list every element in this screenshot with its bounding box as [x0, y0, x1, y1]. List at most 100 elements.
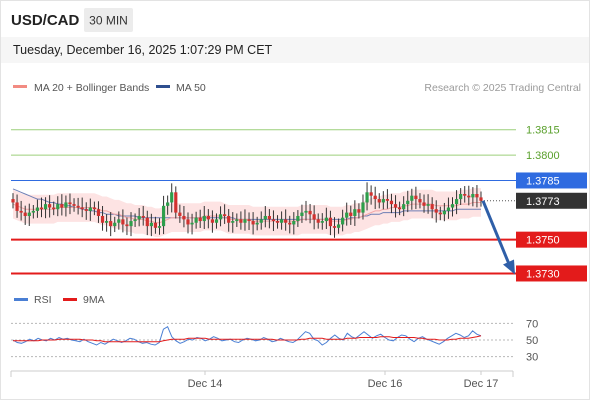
candle-body: [471, 194, 475, 198]
candle-body: [271, 219, 276, 222]
candle-body: [328, 217, 333, 227]
candle: [161, 195, 166, 235]
candle-body: [454, 199, 459, 205]
candle: [385, 189, 389, 209]
candle: [166, 195, 170, 215]
candle-body: [174, 192, 178, 213]
candle-body: [137, 215, 141, 220]
candle: [223, 204, 227, 224]
candle-body: [361, 202, 365, 213]
candle-body: [459, 194, 463, 200]
candle: [406, 190, 410, 213]
x-tick-label: Dec 14: [188, 378, 223, 390]
candle: [129, 212, 133, 237]
candle-body: [418, 199, 422, 203]
candle: [43, 197, 48, 219]
candle: [471, 187, 475, 207]
candle-body: [430, 204, 434, 210]
candle-body: [410, 195, 414, 201]
candle: [145, 210, 149, 236]
candle-body: [275, 221, 280, 223]
candle-body: [467, 195, 471, 198]
level-label-support: 1.3750: [526, 235, 560, 247]
candle: [446, 197, 451, 219]
candle-body: [279, 219, 284, 223]
candle-body: [235, 219, 239, 222]
rsi-legend-label: RSI: [34, 294, 52, 306]
ma50-legend-label: MA 50: [176, 82, 206, 94]
rsi-line: [12, 325, 482, 346]
candle-body: [463, 194, 467, 196]
level-tags: 1.3815 1.3800 1.3785 1.3773 1.3750 1.3730: [516, 125, 587, 282]
candle: [157, 218, 162, 235]
candle: [459, 188, 463, 205]
candle: [316, 213, 320, 229]
candle: [320, 213, 324, 230]
header: USD/CAD 30 MIN Tuesday, December 16, 202…: [1, 8, 589, 63]
candle-body: [64, 202, 68, 208]
candle: [39, 197, 44, 218]
candle: [96, 201, 101, 223]
candle: [11, 193, 15, 209]
candle-body: [198, 217, 202, 222]
candle: [438, 206, 442, 221]
candle-body: [255, 222, 259, 225]
ma20-legend-swatch: [13, 85, 27, 88]
candle-body: [324, 217, 328, 222]
candle: [365, 182, 369, 211]
x-tick-label: Dec 16: [368, 378, 403, 390]
level-tag-pivot: [516, 172, 587, 189]
candle: [206, 209, 210, 229]
rsi-legend-swatch: [14, 298, 28, 301]
candle-body: [320, 221, 324, 223]
candle: [308, 203, 312, 224]
candle-body: [117, 219, 121, 223]
candle: [263, 206, 267, 228]
candle-body: [157, 226, 162, 228]
candle: [336, 218, 341, 234]
candle-body: [153, 222, 158, 228]
level-lines: [11, 129, 516, 275]
price-legend: MA 20 + Bollinger Bands MA 50 Research ©…: [13, 82, 581, 94]
candle-body: [210, 219, 215, 223]
candle: [328, 210, 333, 236]
x-tick-label: Dec 17: [464, 378, 499, 390]
candle: [76, 197, 80, 215]
candle-body: [129, 221, 133, 227]
candle-body: [35, 207, 40, 211]
candle-body: [76, 205, 80, 208]
candle-body: [125, 224, 129, 227]
candle: [267, 209, 271, 229]
candle-body: [239, 219, 243, 223]
candle: [68, 193, 72, 215]
candle: [23, 205, 27, 225]
candle-body: [113, 222, 117, 227]
candle: [202, 206, 206, 230]
candle: [239, 211, 243, 230]
candle: [137, 208, 141, 227]
candle: [271, 210, 276, 232]
candle: [214, 213, 219, 229]
timeframe-badge[interactable]: [84, 8, 133, 32]
candle: [190, 213, 194, 235]
candle-body: [11, 199, 15, 203]
candle-body: [231, 221, 235, 223]
candle-body: [402, 204, 406, 210]
candle-body: [341, 217, 345, 225]
candle-body: [92, 207, 96, 210]
candle-body: [300, 212, 304, 216]
candle: [52, 201, 56, 216]
candle: [84, 202, 88, 220]
candle: [247, 212, 251, 231]
candle-body: [296, 215, 300, 222]
candle: [80, 197, 84, 218]
candle: [170, 183, 174, 213]
candle-body: [31, 210, 35, 213]
candle: [113, 216, 117, 233]
candle-body: [393, 204, 398, 208]
x-axis: Dec 14 Dec 16 Dec 17: [10, 370, 514, 390]
candle: [324, 207, 328, 230]
candle: [92, 201, 96, 216]
candle-body: [434, 209, 438, 213]
